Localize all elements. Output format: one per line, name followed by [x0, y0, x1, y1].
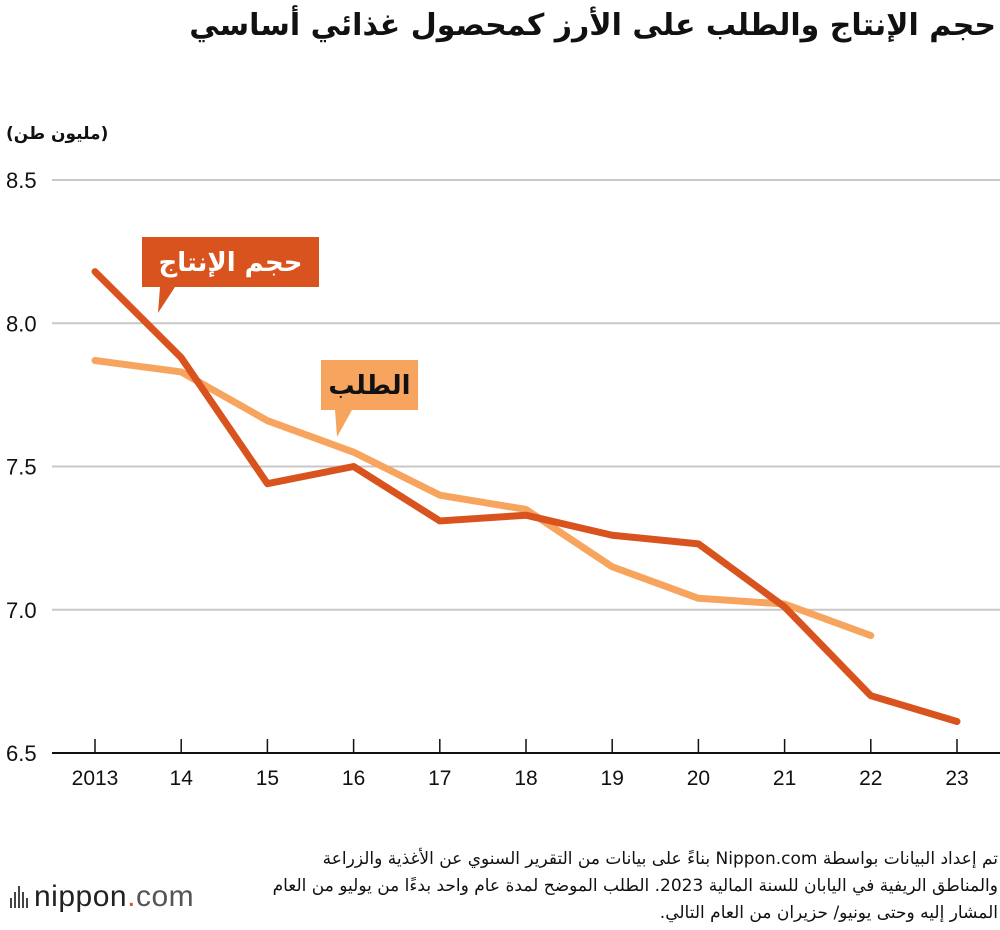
callout-box-demand [321, 360, 418, 410]
callout-pointer-production [158, 287, 175, 313]
x-tick-label: 17 [428, 767, 451, 790]
logo-wordmark: nippon.com [34, 880, 194, 914]
x-tick-label: 22 [859, 767, 882, 790]
x-tick-label: 14 [170, 767, 194, 790]
x-tick-label: 18 [514, 767, 537, 790]
y-tick-label: 7.0 [6, 598, 37, 623]
chart-title: حجم الإنتاج والطلب على الأرز كمحصول غذائ… [189, 8, 996, 43]
y-tick-label: 8.5 [6, 168, 37, 193]
line-chart: 8.5 8.0 7.5 7.0 6.5 2013 14 15 16 17 18 19 20 21 22 23… [6, 168, 1000, 790]
x-tick-label: 19 [601, 767, 624, 790]
source-note: تم إعداد البيانات بواسطة Nippon.com بناء… [272, 849, 998, 923]
y-tick-label: 7.5 [6, 455, 37, 480]
logo-suffix: com [135, 880, 195, 913]
y-tick-labels: 8.5 8.0 7.5 7.0 6.5 [6, 168, 37, 766]
x-tick-label: 15 [256, 767, 279, 790]
logo-dot: . [127, 880, 136, 913]
y-axis-unit-label: (مليون طن) [6, 124, 109, 144]
callout-box-production [142, 237, 319, 287]
y-tick-label: 6.5 [6, 741, 37, 766]
series-line-production [91, 268, 961, 725]
gridlines [52, 179, 1000, 754]
series-callouts: حجم الإنتاج الطلب [142, 237, 418, 437]
x-tick-label: 21 [773, 767, 796, 790]
logo-bars-icon [10, 886, 28, 908]
nippon-logo[interactable]: nippon.com [10, 880, 194, 914]
x-tick-label: 20 [687, 767, 710, 790]
x-tick-label: 16 [342, 767, 365, 790]
x-tick-label: 23 [945, 767, 968, 790]
callout-pointer-demand [335, 410, 352, 437]
logo-name: nippon [34, 880, 128, 913]
callout-label-demand: الطلب [328, 371, 410, 401]
x-tick-labels: 2013 14 15 16 17 18 19 20 21 22 23 [72, 767, 969, 790]
x-tick-label: 2013 [72, 767, 119, 790]
series-lines [91, 268, 961, 725]
callout-label-production: حجم الإنتاج [158, 248, 302, 278]
y-tick-label: 8.0 [6, 311, 37, 336]
series-line-demand [91, 356, 875, 640]
